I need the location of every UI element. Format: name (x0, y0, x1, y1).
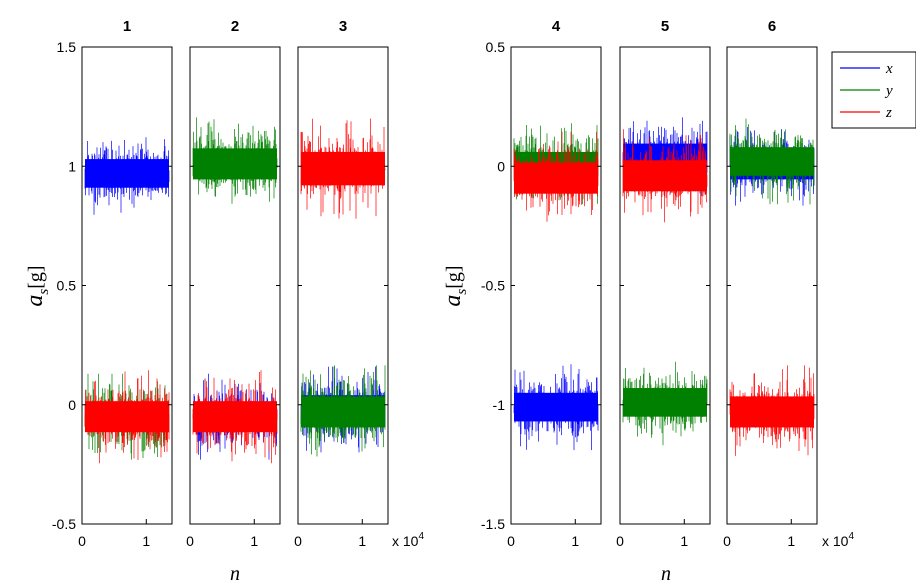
x-tick-label: 1 (358, 533, 366, 549)
series-z-panel-4 (513, 131, 599, 222)
x-tick-label: 0 (186, 533, 194, 549)
series-z-panel-5 (622, 129, 708, 223)
panel-title-2: 2 (231, 18, 239, 35)
panel-frame-2 (189, 46, 281, 525)
y-tick-label: 1 (68, 158, 76, 174)
y-tick-label: -0.5 (481, 278, 505, 294)
x-tick-label: 0 (78, 533, 86, 549)
panel-frame-5 (619, 46, 711, 525)
y-tick-label: 1.5 (57, 39, 77, 55)
y-axis-label: as[g] (440, 265, 470, 306)
series-z-panel-3 (300, 118, 386, 219)
series-y-panel-5 (622, 361, 708, 446)
series-x-panel-1 (84, 137, 170, 215)
y-axis-label: as[g] (22, 265, 52, 306)
x-tick-label: 1 (571, 533, 579, 549)
x-multiplier: x 104 (392, 531, 424, 549)
axes-layer (81, 46, 818, 525)
x-tick-label: 1 (142, 533, 150, 549)
legend-label-y: y (884, 83, 893, 99)
legend-label-x: x (885, 61, 893, 77)
x-tick-label: 1 (787, 533, 795, 549)
series-z-panel-6 (729, 365, 815, 456)
panel-frame-4 (510, 46, 602, 525)
x-axis-label: n (230, 563, 240, 581)
series-x-panel-4 (513, 364, 599, 451)
panel-frame-1 (81, 46, 173, 525)
y-tick-label: -0.5 (52, 516, 76, 532)
series-y-panel-2 (192, 117, 278, 204)
series-z-panel-1 (84, 370, 170, 464)
series-y-panel-6 (729, 118, 815, 205)
panel-title-6: 6 (768, 18, 776, 35)
noise-bands-layer (84, 117, 815, 464)
panel-title-4: 4 (552, 18, 561, 35)
x-axis-label: n (661, 563, 671, 581)
x-tick-label: 0 (616, 533, 624, 549)
x-tick-label: 0 (294, 533, 302, 549)
y-tick-label: 0 (68, 397, 76, 413)
panel-title-1: 1 (123, 18, 131, 35)
x-tick-label: 1 (680, 533, 688, 549)
y-tick-label: -1.5 (481, 516, 505, 532)
legend-label-z: z (885, 105, 892, 121)
y-tick-label: 0.5 (486, 39, 506, 55)
x-tick-label: 0 (723, 533, 731, 549)
y-tick-label: 0.5 (57, 278, 77, 294)
x-multiplier: x 104 (822, 531, 854, 549)
series-y-panel-3 (300, 365, 386, 457)
panel-frame-6 (726, 46, 818, 525)
x-tick-label: 0 (507, 533, 515, 549)
x-tick-label: 1 (250, 533, 258, 549)
panel-title-3: 3 (339, 18, 347, 35)
y-tick-label: 0 (497, 158, 505, 174)
legend: xyz (831, 51, 916, 129)
series-z-panel-2 (192, 370, 278, 464)
y-tick-label: -1 (493, 397, 506, 413)
panel-title-5: 5 (661, 18, 669, 35)
